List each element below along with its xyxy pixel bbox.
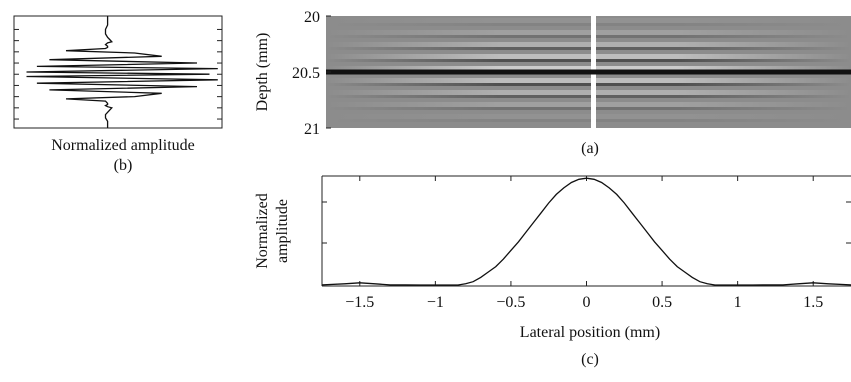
caption-b: (b) — [113, 157, 133, 174]
panel-c-xtick-label: −1.5 — [345, 294, 374, 311]
panel-b-ticks — [14, 28, 222, 120]
panel-c-lateral-profile-curve — [321, 177, 851, 286]
panel-c-xtick-label: 0.5 — [652, 294, 672, 311]
panel-a-ylabel: Depth (mm) — [254, 33, 271, 112]
panel-b — [13, 15, 223, 129]
panel-c-xtick-label: −0.5 — [496, 294, 525, 311]
panel-c-ylabel-line1: Normalized — [254, 193, 271, 269]
panel-c-xlabel: Lateral position (mm) — [520, 324, 660, 341]
caption-a: (a) — [581, 140, 599, 157]
panel-c-xtick-label: −1 — [427, 294, 444, 311]
panel-c-ylabel-line2: amplitude — [274, 199, 291, 263]
panel-c: −1.5 −1 −0.5 0 0.5 1 1.5 — [321, 175, 851, 311]
panel-c-xtick-label: 1.5 — [803, 294, 823, 311]
panel-a: 20 20.5 21 — [292, 9, 851, 138]
panel-a-ytick-label: 20 — [304, 9, 320, 26]
panel-c-xtick-label: 1 — [734, 294, 742, 311]
panel-c-xtick-label: 0 — [583, 294, 591, 311]
panel-b-amplitude-curve — [26, 16, 218, 128]
panel-c-x-ticks: −1.5 −1 −0.5 0 0.5 1 1.5 — [345, 176, 823, 311]
panel-a-ytick-label: 21 — [304, 121, 320, 138]
caption-c: (c) — [581, 351, 599, 368]
panel-b-xlabel: Normalized amplitude — [51, 137, 195, 154]
panel-a-ytick-label: 20.5 — [292, 65, 320, 82]
panel-a-horizontal-dark-line — [326, 69, 851, 75]
panel-a-y-ticks: 20 20.5 21 — [292, 9, 331, 138]
